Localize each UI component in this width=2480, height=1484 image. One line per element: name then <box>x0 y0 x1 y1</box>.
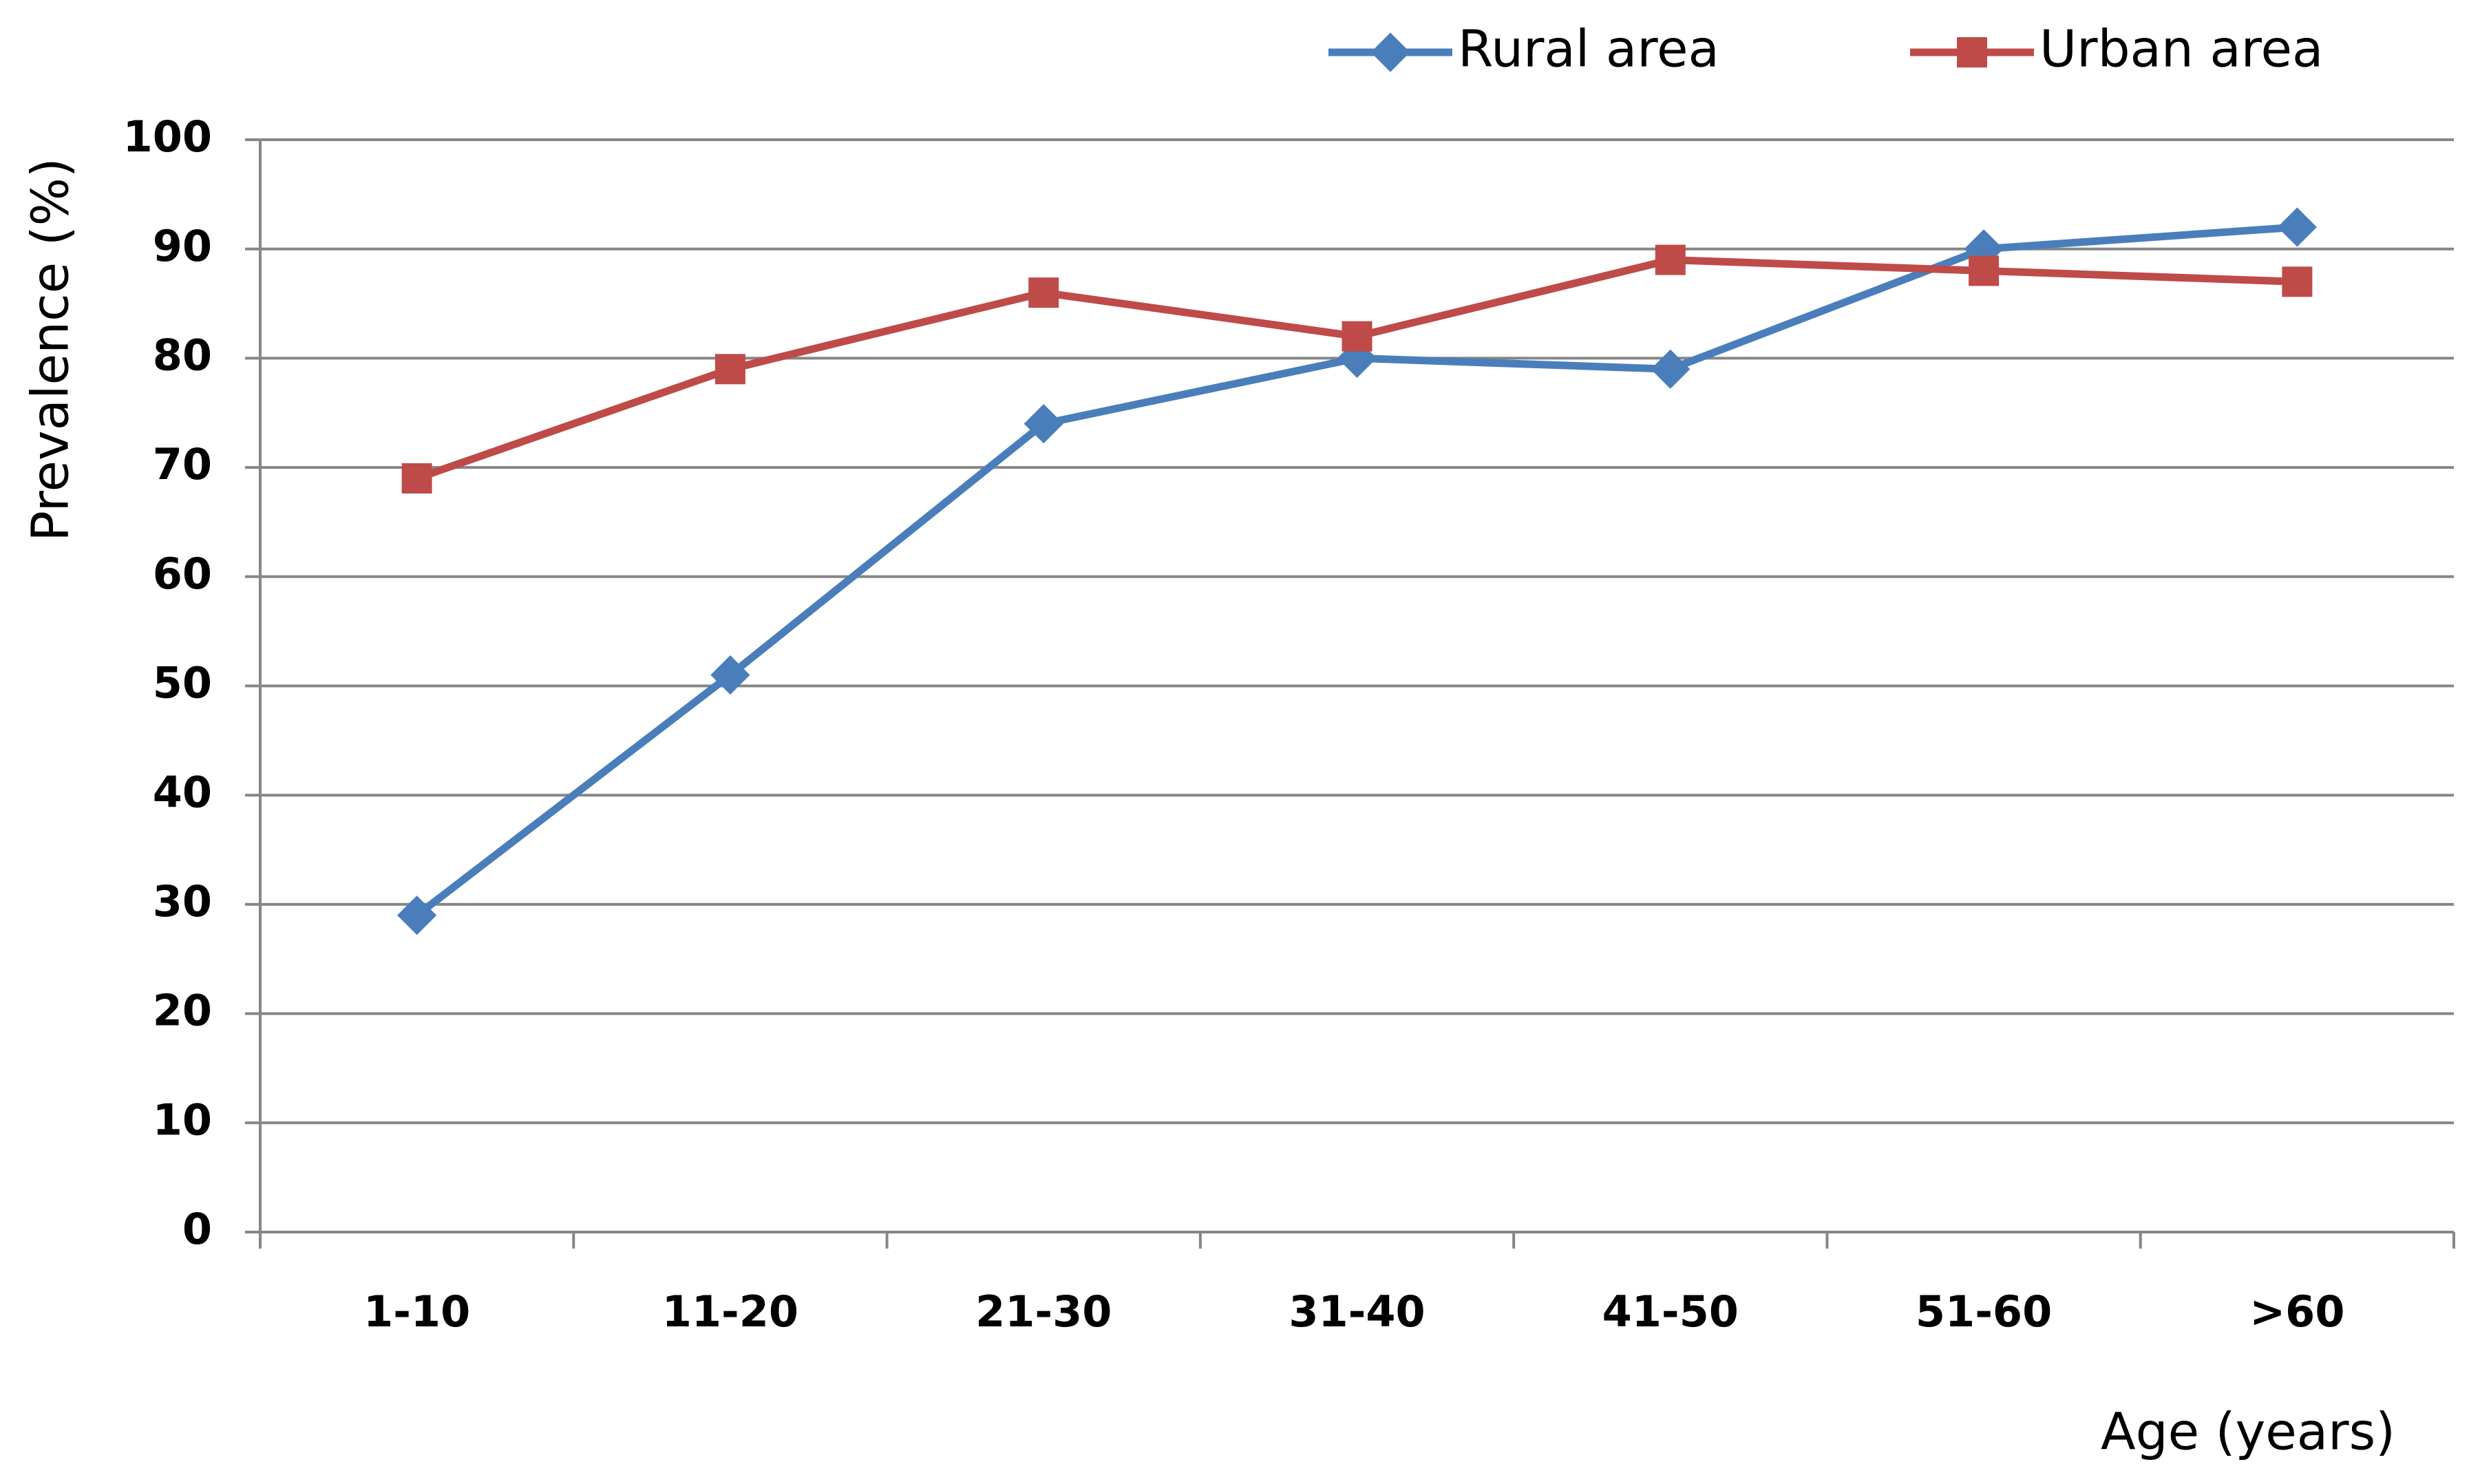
point <box>2277 207 2317 247</box>
point <box>401 463 432 494</box>
legend-marker <box>1370 32 1410 72</box>
x-axis-label: Age (years) <box>2101 1403 2395 1462</box>
point <box>1655 244 1686 275</box>
legend-label: Urban area <box>2039 20 2323 79</box>
legend-label: Rural area <box>1458 20 1719 79</box>
x-tick-label: 21-30 <box>975 1286 1112 1337</box>
point <box>1337 338 1377 378</box>
y-tick-label: 20 <box>153 986 212 1036</box>
point <box>1342 321 1373 352</box>
x-tick-label: 51-60 <box>1916 1286 2052 1337</box>
x-tick-label: 11-20 <box>662 1286 798 1337</box>
y-tick-label: 100 <box>123 112 212 162</box>
point <box>710 655 750 695</box>
x-tick-label: 41-50 <box>1602 1286 1739 1337</box>
y-axis-label: Prevalence (%) <box>21 158 81 542</box>
point <box>1024 404 1063 444</box>
y-tick-label: 50 <box>153 658 212 708</box>
legend-marker <box>1957 37 1987 67</box>
point <box>2282 266 2313 297</box>
point <box>1028 277 1059 308</box>
y-tick-label: 80 <box>153 330 212 380</box>
point <box>1651 349 1691 389</box>
y-tick-label: 90 <box>153 221 212 271</box>
y-tick-label: 30 <box>153 876 212 926</box>
x-tick-label: 1-10 <box>363 1286 470 1337</box>
y-tick-label: 70 <box>153 439 212 489</box>
x-tick-label: >60 <box>2249 1286 2344 1337</box>
y-tick-label: 0 <box>182 1204 212 1254</box>
y-tick-label: 60 <box>153 549 212 599</box>
point <box>714 354 745 385</box>
point <box>1969 255 2000 286</box>
point <box>397 895 437 935</box>
y-tick-label: 10 <box>153 1094 212 1145</box>
x-tick-label: 31-40 <box>1289 1286 1425 1337</box>
y-tick-label: 40 <box>153 767 212 817</box>
